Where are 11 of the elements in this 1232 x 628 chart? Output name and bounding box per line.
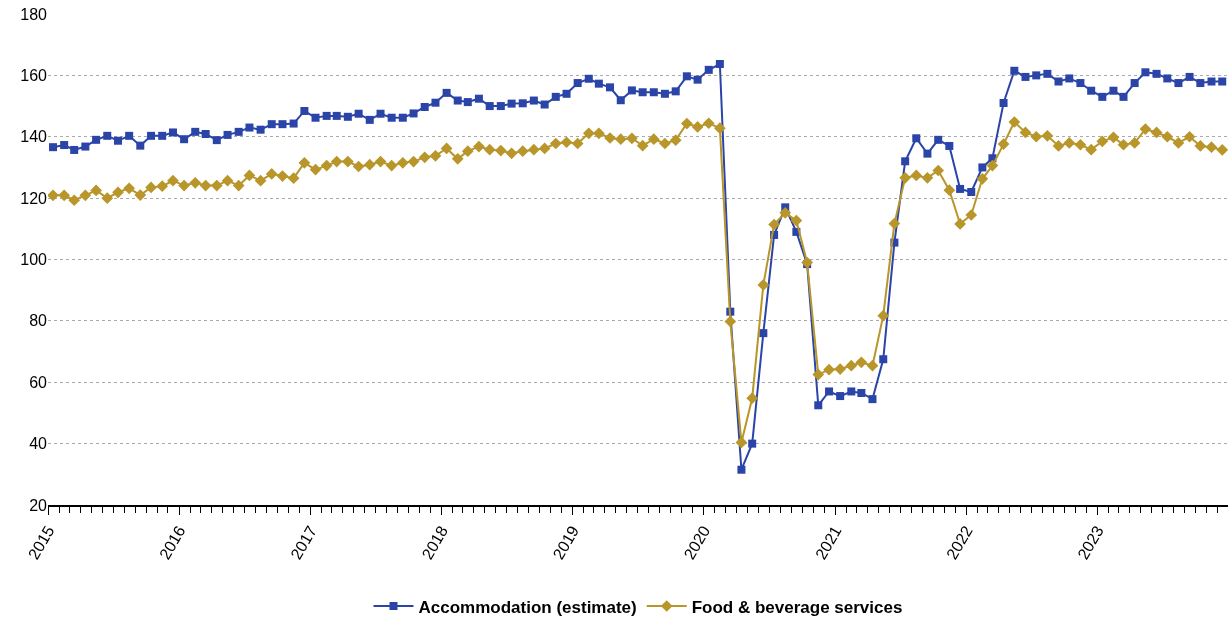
legend-label: Accommodation (estimate) bbox=[418, 597, 637, 617]
y-tick-label: 20 bbox=[29, 496, 48, 514]
y-tick-label: 140 bbox=[20, 128, 48, 146]
y-tick-label: 160 bbox=[20, 66, 48, 84]
legend-label: Food & beverage services bbox=[691, 597, 903, 617]
y-tick-label: 120 bbox=[20, 189, 48, 207]
y-tick-label: 60 bbox=[29, 373, 48, 391]
y-tick-label: 100 bbox=[20, 251, 48, 269]
y-tick-label: 80 bbox=[29, 312, 48, 330]
y-tick-label: 40 bbox=[29, 435, 48, 453]
y-tick-label: 180 bbox=[20, 5, 48, 23]
